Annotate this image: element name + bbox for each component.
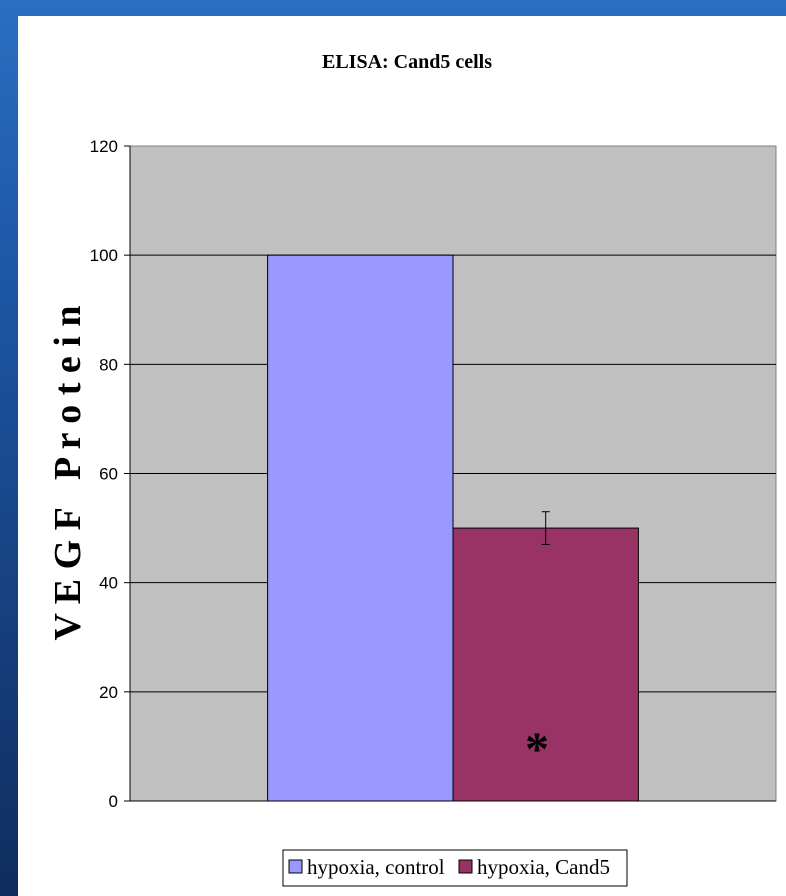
y-axis: 0 20 40 60 80 100 120 (90, 137, 776, 811)
y-tick-label: 40 (99, 574, 118, 593)
y-tick-label: 120 (90, 137, 118, 156)
y-axis-label: V E G F P r o t e i n (47, 306, 89, 641)
significance-asterisk: * (525, 723, 549, 776)
y-tick-label: 20 (99, 683, 118, 702)
legend-box (282, 849, 628, 887)
legend-swatch-cand5 (458, 859, 473, 874)
legend-label-control: hypoxia, control (307, 855, 445, 879)
bars (267, 254, 639, 802)
y-tick-label: 0 (109, 792, 118, 811)
legend: hypoxia, control hypoxia, Cand5 (282, 849, 628, 887)
y-tick-label: 60 (99, 465, 118, 484)
bar-0 (267, 254, 454, 802)
y-tick-label: 100 (90, 246, 118, 265)
legend-label-cand5: hypoxia, Cand5 (477, 855, 610, 879)
y-tick-label: 80 (99, 355, 118, 374)
chart-title: ELISA: Cand5 cells (322, 51, 492, 73)
legend-swatch-control (288, 859, 303, 874)
bar-1 (452, 527, 639, 802)
